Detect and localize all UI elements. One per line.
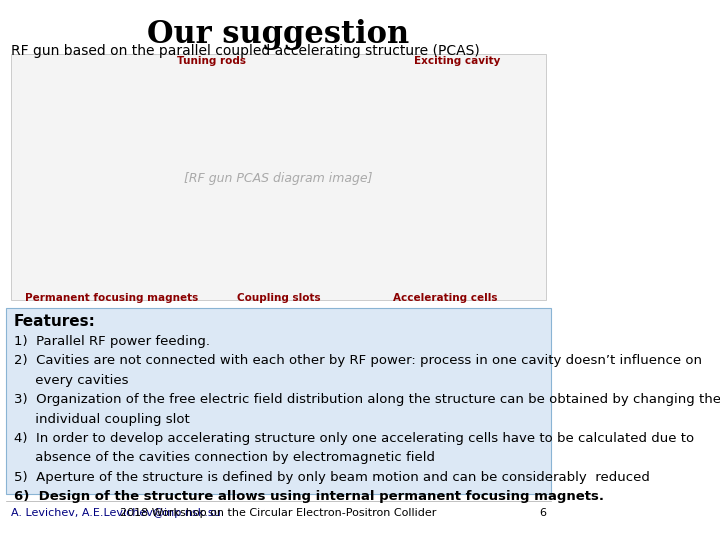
- Text: Features:: Features:: [14, 314, 96, 329]
- Text: Our suggestion: Our suggestion: [148, 19, 410, 50]
- Text: 1)  Parallel RF power feeding.: 1) Parallel RF power feeding.: [14, 335, 210, 348]
- Text: Accelerating cells: Accelerating cells: [393, 293, 498, 303]
- Text: Permanent focusing magnets: Permanent focusing magnets: [24, 293, 198, 303]
- Text: A. Levichev, A.E.Levichev@inp.nsk.su: A. Levichev, A.E.Levichev@inp.nsk.su: [11, 508, 221, 518]
- Text: Tuning rods: Tuning rods: [177, 56, 246, 66]
- Text: Exciting cavity: Exciting cavity: [413, 56, 500, 66]
- Text: RF gun based on the parallel coupled accelerating structure (PCAS): RF gun based on the parallel coupled acc…: [11, 44, 480, 58]
- Text: 2018 Workshop on the Circular Electron-Positron Collider: 2018 Workshop on the Circular Electron-P…: [120, 508, 437, 518]
- Text: 2)  Cavities are not connected with each other by RF power: process in one cavit: 2) Cavities are not connected with each …: [14, 354, 702, 367]
- Text: Coupling slots: Coupling slots: [237, 293, 320, 303]
- FancyBboxPatch shape: [11, 54, 546, 300]
- Text: [RF gun PCAS diagram image]: [RF gun PCAS diagram image]: [184, 172, 373, 185]
- Text: every cavities: every cavities: [14, 374, 128, 387]
- Text: 5)  Aperture of the structure is defined by only beam motion and can be consider: 5) Aperture of the structure is defined …: [14, 471, 650, 484]
- Text: 4)  In order to develop accelerating structure only one accelerating cells have : 4) In order to develop accelerating stru…: [14, 432, 694, 445]
- Text: 6: 6: [539, 508, 546, 518]
- FancyBboxPatch shape: [6, 308, 552, 494]
- Text: individual coupling slot: individual coupling slot: [14, 413, 189, 426]
- Text: 3)  Organization of the free electric field distribution along the structure can: 3) Organization of the free electric fie…: [14, 393, 720, 406]
- Text: absence of the cavities connection by electromagnetic field: absence of the cavities connection by el…: [14, 451, 435, 464]
- Text: 6)  Design of the structure allows using internal permanent focusing magnets.: 6) Design of the structure allows using …: [14, 490, 604, 503]
